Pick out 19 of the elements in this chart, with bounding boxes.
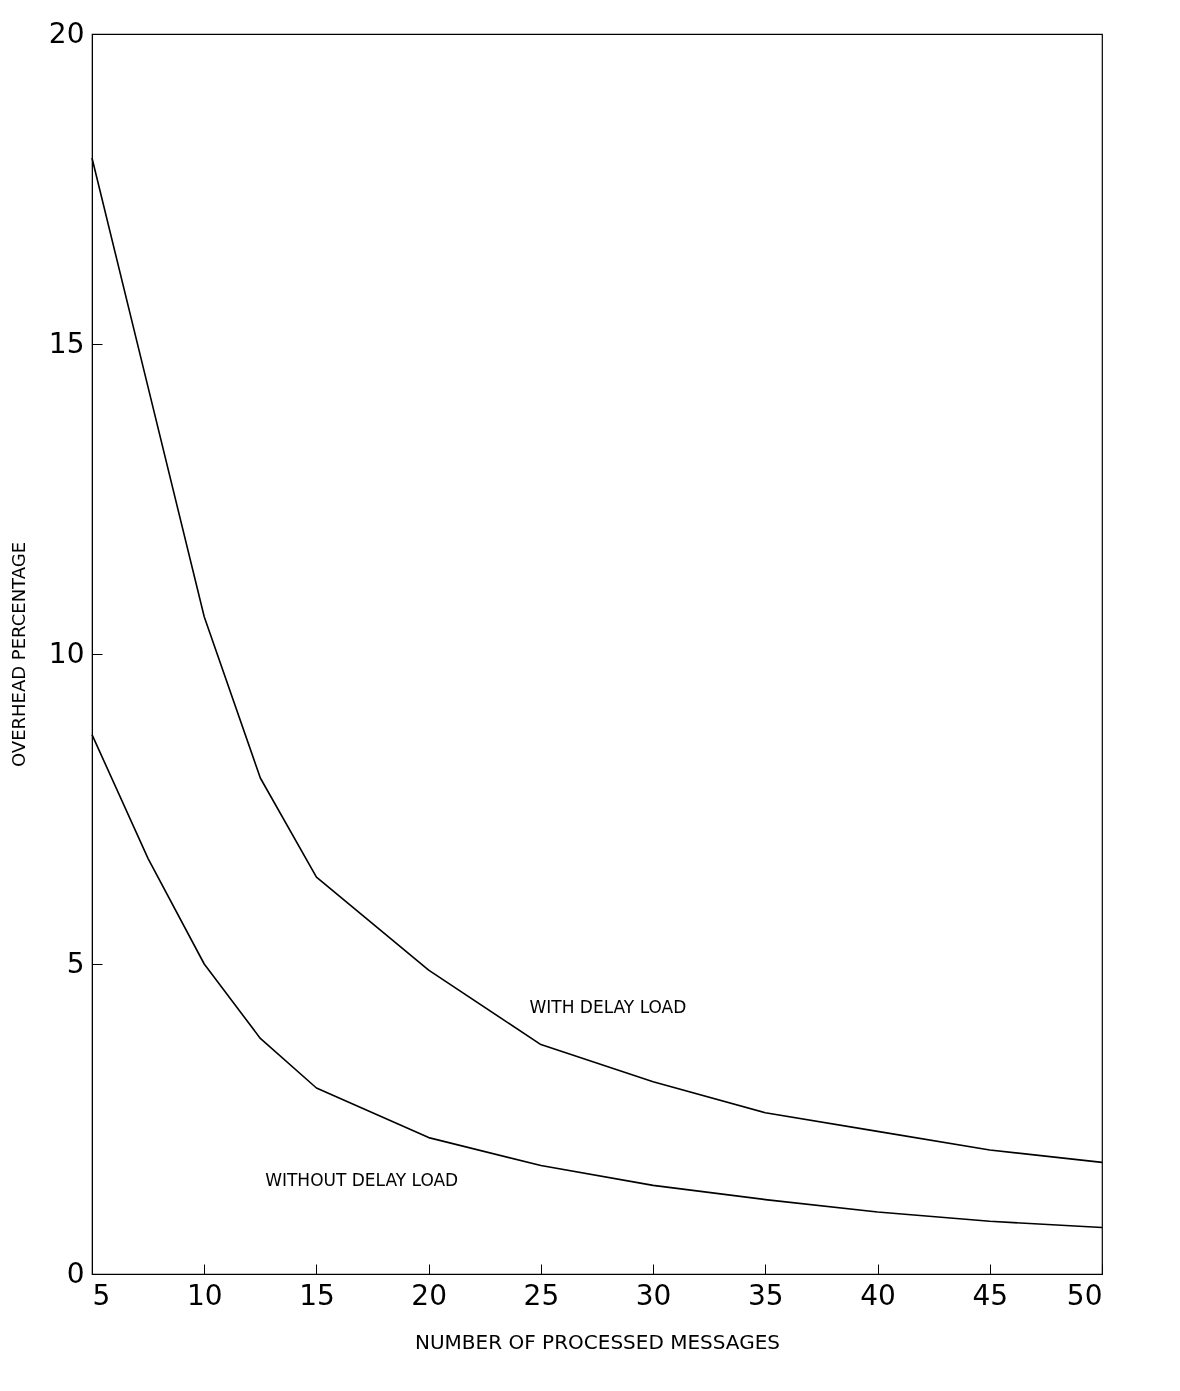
- x-axis-title: NUMBER OF PROCESSED MESSAGES: [415, 1329, 780, 1354]
- x-tick-label: 15: [299, 1278, 335, 1312]
- y-tick-label: 0: [66, 1256, 85, 1290]
- x-tick-label: 45: [972, 1278, 1009, 1312]
- y-axis-title: OVERHEAD PERCENTAGE: [7, 541, 29, 768]
- x-tick-label: 50: [1066, 1278, 1103, 1312]
- series-label: WITHOUT DELAY LOAD: [265, 1169, 459, 1190]
- x-tick-label: 5: [92, 1278, 111, 1312]
- y-tick-label: 15: [48, 326, 85, 360]
- x-tick-label: 25: [523, 1278, 560, 1312]
- x-tick-label: 20: [411, 1278, 447, 1312]
- y-tick-label: 10: [48, 636, 85, 670]
- y-tick-label: 5: [66, 946, 85, 980]
- series-label: WITH DELAY LOAD: [529, 996, 687, 1017]
- x-tick-label: 30: [635, 1278, 672, 1312]
- x-tick-label: 35: [748, 1278, 784, 1312]
- x-tick-label: 10: [186, 1278, 223, 1312]
- y-tick-label: 20: [48, 16, 85, 50]
- x-tick-label: 40: [860, 1278, 896, 1312]
